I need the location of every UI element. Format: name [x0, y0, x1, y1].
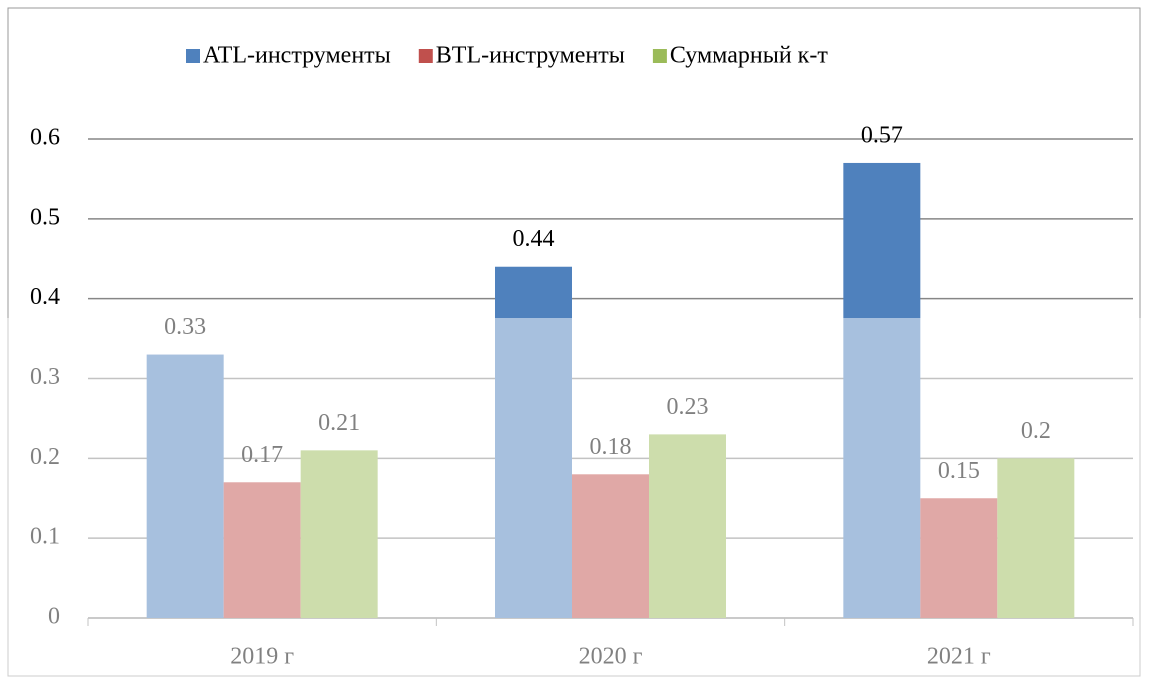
y-tick-label: 0.4	[30, 284, 60, 310]
legend-label: Суммарный к-т	[670, 43, 828, 69]
data-label: 0.44	[513, 226, 555, 252]
fade-overlay	[0, 318, 1150, 678]
legend-label: ATL-инструменты	[203, 43, 391, 69]
legend-swatch	[186, 49, 200, 63]
legend-swatch	[652, 49, 667, 63]
legend-label: BTL-инструменты	[436, 43, 625, 69]
y-tick-label: 0.6	[30, 125, 60, 151]
data-label: 0.57	[861, 122, 903, 148]
y-tick-label: 0.5	[30, 204, 60, 230]
legend-swatch	[418, 49, 433, 63]
